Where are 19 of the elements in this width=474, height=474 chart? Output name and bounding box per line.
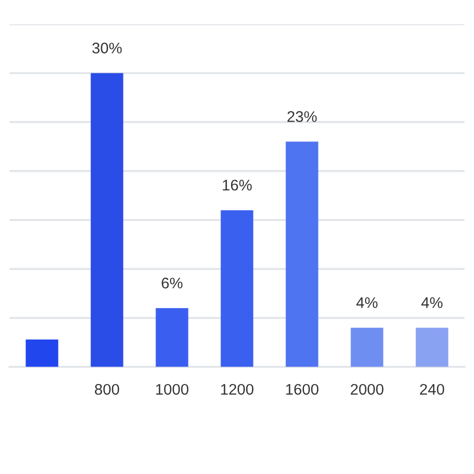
bar [220, 210, 254, 367]
data-label: 6% [162, 278, 182, 288]
x-tick-label: 800 [94, 384, 120, 395]
x-tick-label: 2000 [350, 384, 384, 395]
x-tick-label: 240 [420, 384, 444, 395]
data-label: 4% [421, 297, 443, 308]
bar [350, 328, 384, 367]
data-label: 30% [92, 42, 122, 54]
x-tick-label: 1600 [286, 384, 318, 395]
bar [286, 142, 318, 367]
x-tick-label: 1200 [221, 384, 254, 395]
bar [26, 339, 58, 367]
bar [156, 308, 188, 367]
bar [416, 328, 448, 367]
data-label: 16% [222, 180, 252, 191]
x-tick-label: 1000 [156, 384, 188, 395]
bar [90, 73, 124, 367]
data-label: 23% [287, 111, 317, 122]
data-label: 4% [356, 297, 378, 308]
